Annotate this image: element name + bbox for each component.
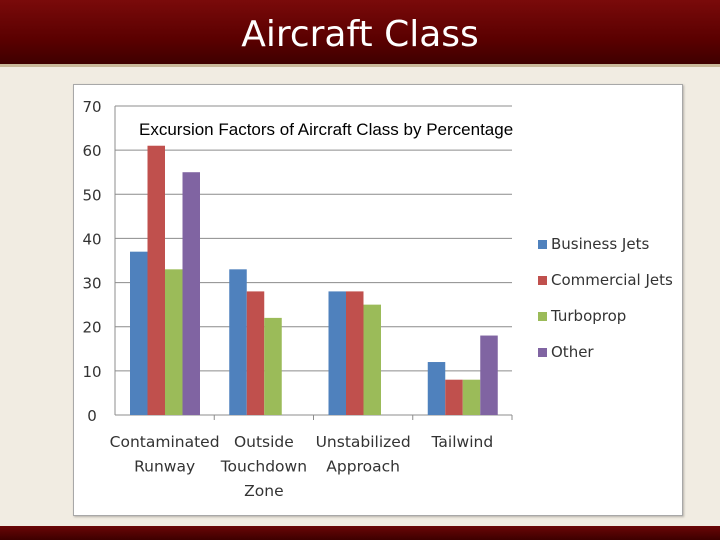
y-tick-label: 20 bbox=[82, 319, 101, 337]
legend-label: Other bbox=[551, 343, 594, 361]
bar-other bbox=[480, 335, 498, 415]
slide-title: Aircraft Class bbox=[241, 14, 479, 55]
y-tick-label: 40 bbox=[82, 230, 101, 248]
chart-title: Excursion Factors of Aircraft Class by P… bbox=[139, 120, 514, 139]
bar-business-jets bbox=[328, 291, 346, 415]
bar-other bbox=[182, 172, 200, 415]
bar-turboprop bbox=[264, 317, 282, 415]
legend-item-business-jets: Business Jets bbox=[538, 235, 673, 253]
y-tick-label: 70 bbox=[82, 98, 101, 116]
y-tick-label: 50 bbox=[82, 186, 101, 204]
header-divider bbox=[0, 64, 720, 67]
bar-commercial-jets bbox=[246, 291, 265, 415]
x-tick-label: Approach bbox=[326, 458, 400, 476]
legend-label: Turboprop bbox=[551, 307, 627, 325]
legend-item-other: Other bbox=[538, 343, 673, 361]
bar-turboprop bbox=[462, 379, 481, 415]
bar-commercial-jets bbox=[445, 379, 463, 415]
y-tick-label: 0 bbox=[87, 407, 97, 425]
bar-turboprop bbox=[363, 304, 381, 415]
bar-business-jets bbox=[229, 269, 247, 415]
x-tick-label: Tailwind bbox=[431, 433, 494, 451]
legend-item-commercial-jets: Commercial Jets bbox=[538, 271, 673, 289]
x-tick-label: Unstabilized bbox=[316, 433, 411, 451]
y-tick-label: 30 bbox=[82, 275, 101, 293]
chart-legend: Business Jets Commercial Jets Turboprop … bbox=[538, 235, 673, 379]
slide-header bbox=[0, 0, 720, 66]
legend-label: Business Jets bbox=[551, 235, 650, 253]
bar-commercial-jets bbox=[147, 145, 165, 415]
x-tick-label: Contaminated bbox=[110, 433, 220, 451]
bar-turboprop bbox=[165, 269, 183, 415]
slide-footer bbox=[0, 526, 720, 540]
bar-commercial-jets bbox=[346, 291, 364, 415]
legend-swatch bbox=[538, 347, 547, 357]
legend-item-turboprop: Turboprop bbox=[538, 307, 673, 325]
x-tick-label: Runway bbox=[134, 458, 195, 476]
bar-business-jets bbox=[130, 251, 148, 415]
legend-swatch bbox=[538, 311, 547, 321]
y-tick-label: 60 bbox=[82, 142, 101, 160]
x-tick-label: Zone bbox=[244, 482, 283, 500]
x-tick-label: Outside bbox=[234, 433, 294, 451]
bar-business-jets bbox=[427, 362, 446, 415]
legend-swatch bbox=[538, 275, 547, 285]
x-tick-label: Touchdown bbox=[220, 458, 307, 476]
legend-swatch bbox=[538, 239, 547, 249]
y-tick-label: 10 bbox=[82, 363, 101, 381]
legend-label: Commercial Jets bbox=[551, 271, 673, 289]
